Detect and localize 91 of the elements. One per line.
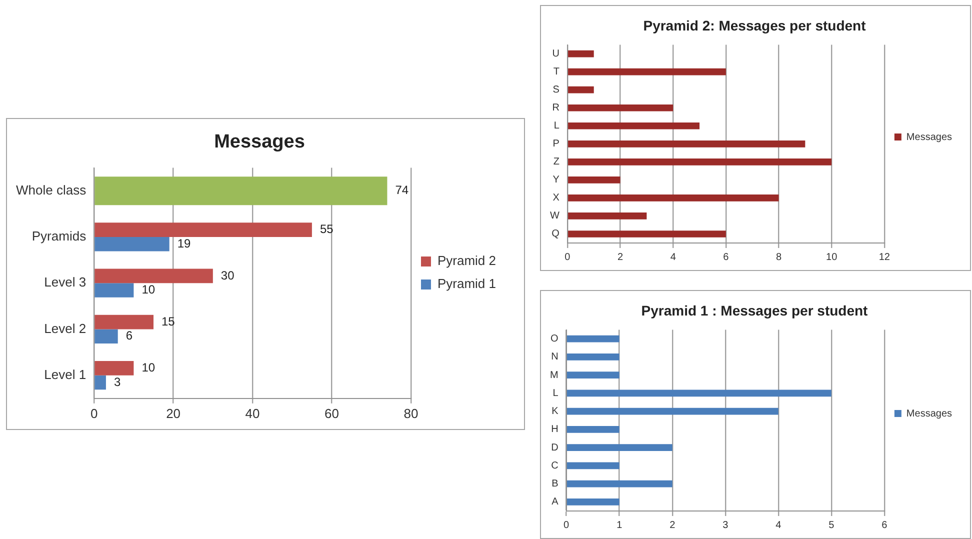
x-tick-label: 40 (245, 406, 260, 421)
bar (94, 375, 106, 390)
bar (566, 426, 620, 433)
bar (566, 480, 672, 488)
bar (566, 462, 620, 470)
x-tick-label: 6 (723, 252, 730, 263)
y-tick-label: K (552, 406, 559, 418)
y-tick-label: C (551, 460, 558, 472)
data-label: 15 (161, 314, 176, 328)
x-tick-label: 0 (564, 520, 570, 531)
y-tick-label: R (552, 102, 560, 114)
y-tick-label: Q (552, 228, 560, 240)
y-tick-label: Y (552, 174, 560, 186)
x-tick-label: 20 (166, 406, 181, 421)
x-tick-label: 3 (722, 520, 729, 531)
bar (568, 230, 726, 238)
x-tick-label: 0 (90, 406, 98, 421)
x-tick-label: 1 (616, 520, 623, 531)
y-tick-label: Level 2 (44, 320, 86, 336)
x-tick-label: 5 (828, 520, 835, 531)
x-tick-label: 2 (617, 252, 624, 263)
bar (94, 283, 134, 298)
y-tick-label: M (550, 370, 558, 381)
y-tick-label: L (552, 388, 559, 399)
chart-title: Pyramid 1 : Messages per student (641, 302, 868, 318)
data-label: 55 (320, 222, 334, 236)
bar (568, 176, 620, 184)
y-tick-label: Whole class (16, 182, 87, 198)
data-label: 30 (220, 268, 235, 282)
y-tick-label: A (552, 496, 559, 508)
legend-label: Pyramid 1 (437, 276, 496, 292)
x-tick-label: 60 (324, 406, 339, 421)
bar (94, 222, 312, 237)
y-tick-label: D (551, 442, 558, 454)
bar (94, 236, 170, 252)
chart-title: Pyramid 2: Messages per student (643, 17, 866, 34)
bar (566, 498, 620, 506)
x-tick-label: 0 (564, 252, 571, 263)
bar (568, 104, 674, 112)
legend-label: Messages (906, 132, 952, 143)
y-tick-label: W (550, 210, 560, 222)
y-tick-label: N (551, 352, 558, 363)
x-tick-label: 12 (878, 252, 890, 263)
bar (94, 268, 213, 284)
y-tick-label: P (552, 138, 560, 150)
bar (566, 372, 620, 379)
y-tick-label: T (553, 66, 560, 78)
data-label: 10 (142, 282, 156, 297)
y-tick-label: B (552, 478, 559, 490)
y-tick-label: Level 1 (44, 366, 86, 382)
y-tick-label: Pyramids (32, 228, 87, 244)
x-tick-label: 10 (826, 252, 838, 263)
y-tick-label: L (554, 120, 560, 132)
bar (568, 212, 647, 220)
y-tick-label: Z (553, 156, 560, 168)
bar (568, 68, 726, 76)
x-tick-label: 2 (670, 520, 676, 531)
chart-title: Messages (214, 132, 305, 153)
bar (568, 158, 832, 166)
y-tick-label: S (552, 84, 560, 96)
bar (568, 50, 594, 58)
bar (94, 361, 134, 376)
data-label: 74 (395, 183, 409, 198)
legend-label: Pyramid 2 (437, 253, 496, 268)
x-tick-label: 80 (404, 406, 418, 421)
data-label: 10 (142, 360, 156, 375)
y-tick-label: Level 3 (44, 274, 86, 290)
bar (94, 329, 118, 344)
bar (568, 194, 779, 202)
bar (566, 390, 832, 397)
y-tick-label: O (550, 334, 559, 345)
bar (568, 86, 594, 94)
x-tick-label: 8 (776, 252, 782, 263)
bar (566, 335, 620, 342)
legend-label: Messages (906, 408, 952, 420)
y-tick-label: H (551, 424, 558, 436)
data-label: 6 (126, 328, 133, 343)
data-label: 3 (114, 374, 121, 389)
y-tick-label: U (552, 48, 560, 60)
x-tick-label: 6 (882, 520, 888, 531)
x-tick-label: 4 (776, 520, 782, 531)
bar (566, 408, 778, 415)
bar (94, 176, 388, 206)
bar (94, 314, 154, 330)
bar (566, 444, 672, 452)
x-tick-label: 4 (670, 252, 676, 263)
bar (568, 140, 806, 148)
bar (566, 354, 620, 360)
data-label: 19 (177, 236, 192, 250)
bar (568, 122, 700, 130)
y-tick-label: X (552, 192, 560, 204)
